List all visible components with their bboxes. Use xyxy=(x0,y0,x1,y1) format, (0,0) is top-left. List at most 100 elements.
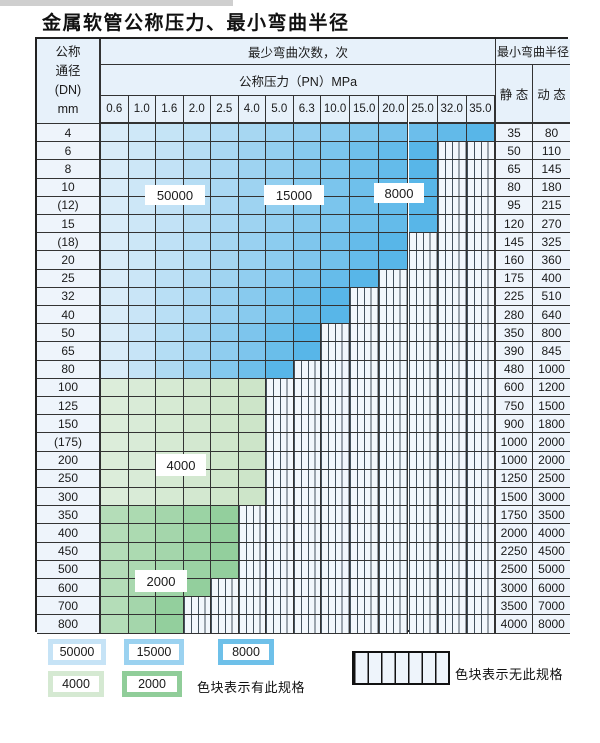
no-spec-cell xyxy=(466,287,496,306)
spec-cell xyxy=(101,287,129,306)
static-radius-cell: 50 xyxy=(496,142,533,161)
no-spec-cell xyxy=(437,506,467,525)
no-spec-cell xyxy=(293,524,321,543)
spec-table: 公称 通径 (DN) mm 最少弯曲次数，次 最小弯曲半径 公称压力（PN）MPa 静… xyxy=(35,37,570,634)
spec-cell xyxy=(156,506,184,525)
no-spec-cell xyxy=(437,306,467,325)
spec-cell xyxy=(183,378,211,397)
legend-swatch-label: 8000 xyxy=(223,644,269,660)
spec-cell xyxy=(156,415,184,434)
spec-cell xyxy=(156,378,184,397)
no-spec-cell xyxy=(293,542,321,561)
no-spec-cell xyxy=(379,324,409,343)
spec-cell xyxy=(211,378,239,397)
spec-cell xyxy=(183,233,211,252)
spec-cell xyxy=(101,542,129,561)
spec-cell xyxy=(101,178,129,197)
spec-cell xyxy=(321,251,351,270)
no-spec-cell xyxy=(466,433,496,452)
pressure-col-header: 25.0 xyxy=(408,96,438,124)
spec-cell xyxy=(183,397,211,416)
spec-cell xyxy=(101,378,129,397)
no-spec-cell xyxy=(437,579,467,598)
dynamic-radius-cell: 4500 xyxy=(533,542,570,561)
spec-cell xyxy=(266,251,294,270)
no-spec-cell xyxy=(408,597,438,616)
static-radius-cell: 750 xyxy=(496,397,533,416)
no-spec-cell xyxy=(437,469,467,488)
no-spec-cell xyxy=(379,342,409,361)
spec-cell xyxy=(379,233,409,252)
no-spec-cell xyxy=(437,560,467,579)
no-spec-cell xyxy=(321,579,351,598)
spec-cell xyxy=(211,178,239,197)
spec-cell xyxy=(211,342,239,361)
spec-cell xyxy=(101,597,129,616)
pressure-col-header: 2.5 xyxy=(211,96,239,124)
spec-cell xyxy=(156,360,184,379)
spec-cell xyxy=(101,160,129,179)
spec-cell xyxy=(211,306,239,325)
spec-cell xyxy=(238,324,266,343)
spec-cell xyxy=(101,524,129,543)
no-spec-cell xyxy=(350,469,380,488)
no-spec-cell xyxy=(466,233,496,252)
no-spec-cell xyxy=(408,378,438,397)
spec-cell xyxy=(408,215,438,234)
static-radius-cell: 3000 xyxy=(496,579,533,598)
dn-cell: 20 xyxy=(37,251,101,270)
dn-cell: 250 xyxy=(37,469,101,488)
no-spec-cell xyxy=(321,560,351,579)
spec-cell xyxy=(101,142,129,161)
spec-cell xyxy=(211,524,239,543)
no-spec-cell xyxy=(408,360,438,379)
static-radius-cell: 350 xyxy=(496,324,533,343)
dynamic-radius-cell: 270 xyxy=(533,215,570,234)
no-spec-cell xyxy=(408,269,438,288)
static-radius-cell: 3500 xyxy=(496,597,533,616)
spec-cell xyxy=(238,269,266,288)
spec-cell xyxy=(266,160,294,179)
spec-cell xyxy=(101,215,129,234)
static-radius-cell: 2000 xyxy=(496,524,533,543)
legend-swatch-label: 50000 xyxy=(53,644,101,660)
no-spec-cell xyxy=(350,488,380,507)
no-spec-cell xyxy=(238,597,266,616)
dynamic-radius-cell: 3500 xyxy=(533,506,570,525)
dn-cell: 4 xyxy=(37,124,101,143)
spec-cell xyxy=(211,287,239,306)
spec-cell xyxy=(156,287,184,306)
dynamic-radius-cell: 7000 xyxy=(533,597,570,616)
legend-has-spec-text: 色块表示有此规格 xyxy=(197,680,306,695)
no-spec-cell xyxy=(437,178,467,197)
no-spec-cell xyxy=(466,178,496,197)
spec-cell xyxy=(156,488,184,507)
no-spec-cell xyxy=(350,342,380,361)
spec-cell xyxy=(293,124,321,143)
no-spec-cell xyxy=(408,506,438,525)
dn-cell: 25 xyxy=(37,269,101,288)
dn-cell: 80 xyxy=(37,360,101,379)
no-spec-cell xyxy=(408,469,438,488)
dn-cell: 65 xyxy=(37,342,101,361)
spec-cell xyxy=(293,215,321,234)
spec-cell xyxy=(408,142,438,161)
dynamic-radius-cell: 215 xyxy=(533,196,570,215)
spec-cell xyxy=(238,251,266,270)
no-spec-cell xyxy=(408,451,438,470)
no-spec-cell xyxy=(293,506,321,525)
spec-cell xyxy=(183,579,211,598)
dn-cell: 125 xyxy=(37,397,101,416)
dn-cell: 40 xyxy=(37,306,101,325)
spec-cell xyxy=(211,215,239,234)
dn-cell: (12) xyxy=(37,196,101,215)
no-spec-cell xyxy=(437,524,467,543)
spec-cell xyxy=(101,360,129,379)
spec-cell xyxy=(156,160,184,179)
spec-cell xyxy=(183,360,211,379)
spec-cell xyxy=(101,196,129,215)
no-spec-cell xyxy=(379,451,409,470)
no-spec-cell xyxy=(238,542,266,561)
static-radius-cell: 175 xyxy=(496,269,533,288)
scan-artifact-strip xyxy=(0,0,233,6)
